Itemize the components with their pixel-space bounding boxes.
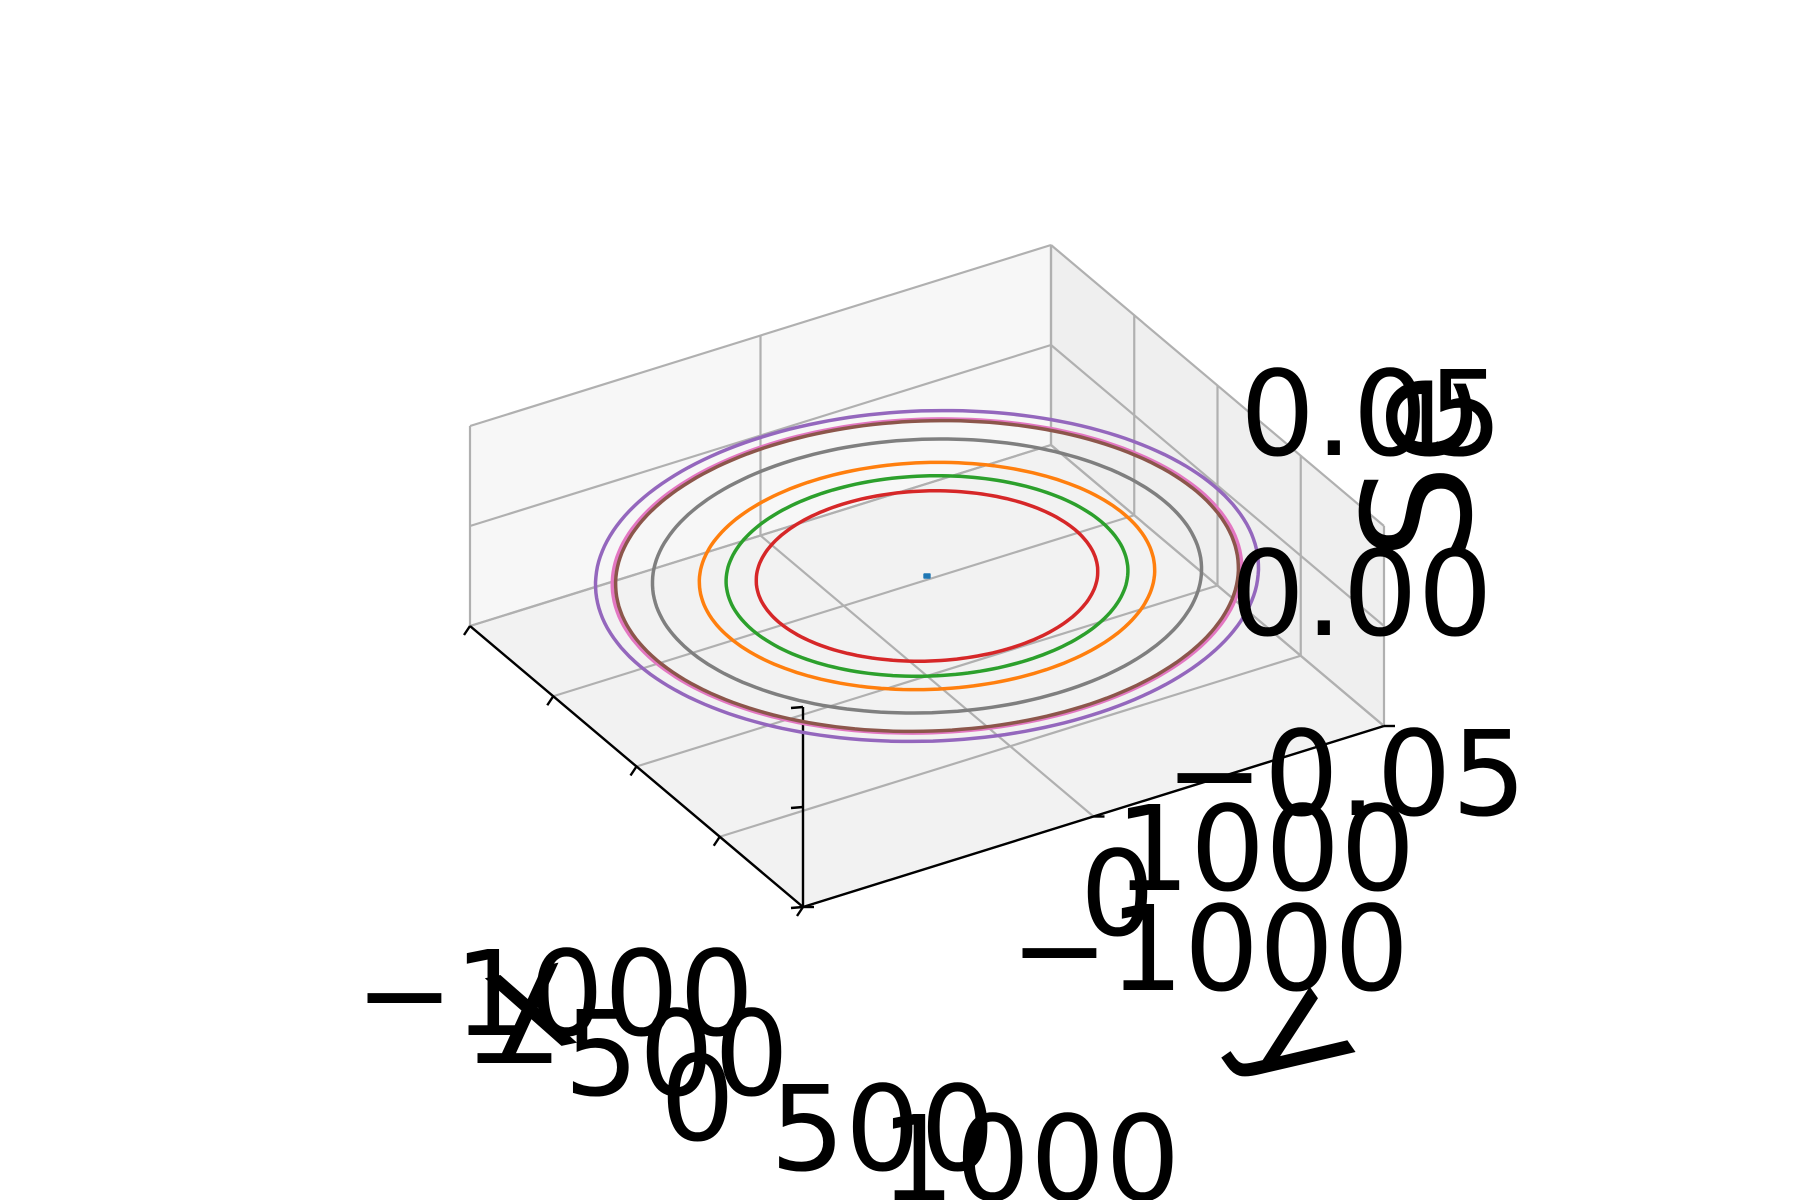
series-line bbox=[754, 489, 1100, 663]
x-tick-label: −1000 bbox=[355, 925, 754, 1063]
grid-line-z bbox=[1050, 244, 1385, 527]
z-tick-label: 0.05 bbox=[1240, 345, 1503, 483]
x-tick bbox=[629, 765, 638, 777]
y-tick-label: −1000 bbox=[1010, 880, 1409, 1018]
grid-line-z bbox=[469, 343, 1052, 528]
series-line bbox=[724, 473, 1130, 679]
grid-line-z bbox=[1050, 444, 1385, 727]
data-series bbox=[593, 408, 1261, 744]
z-tick-label: −0.05 bbox=[1165, 705, 1527, 843]
z-tick-label: 0.00 bbox=[1230, 525, 1493, 663]
x-tick bbox=[712, 836, 721, 847]
grid-line-z bbox=[469, 243, 1052, 428]
y-tick-label: 1000 bbox=[1115, 780, 1415, 918]
series-line bbox=[923, 573, 931, 579]
series-line bbox=[593, 408, 1261, 744]
x-tick bbox=[796, 906, 804, 917]
x-tick-label: 500 bbox=[770, 1060, 995, 1198]
x-tick-label: 1000 bbox=[880, 1090, 1180, 1200]
grid-line-z bbox=[1050, 344, 1385, 627]
z-tick bbox=[790, 905, 804, 910]
z-tick bbox=[790, 705, 804, 710]
axis-lines bbox=[463, 625, 1395, 917]
series-line bbox=[613, 418, 1241, 734]
x-tick bbox=[546, 695, 555, 706]
series-line bbox=[650, 437, 1204, 715]
x-tick-label: −500 bbox=[465, 985, 789, 1123]
z-axis-label: Se bbox=[1332, 373, 1506, 561]
x-tick-label: 0 bbox=[660, 1030, 735, 1168]
series-line bbox=[610, 417, 1244, 735]
x-tick bbox=[463, 625, 471, 636]
z-tick bbox=[790, 805, 804, 810]
series-line bbox=[697, 460, 1157, 692]
y-tick-label: 0 bbox=[1080, 825, 1155, 963]
